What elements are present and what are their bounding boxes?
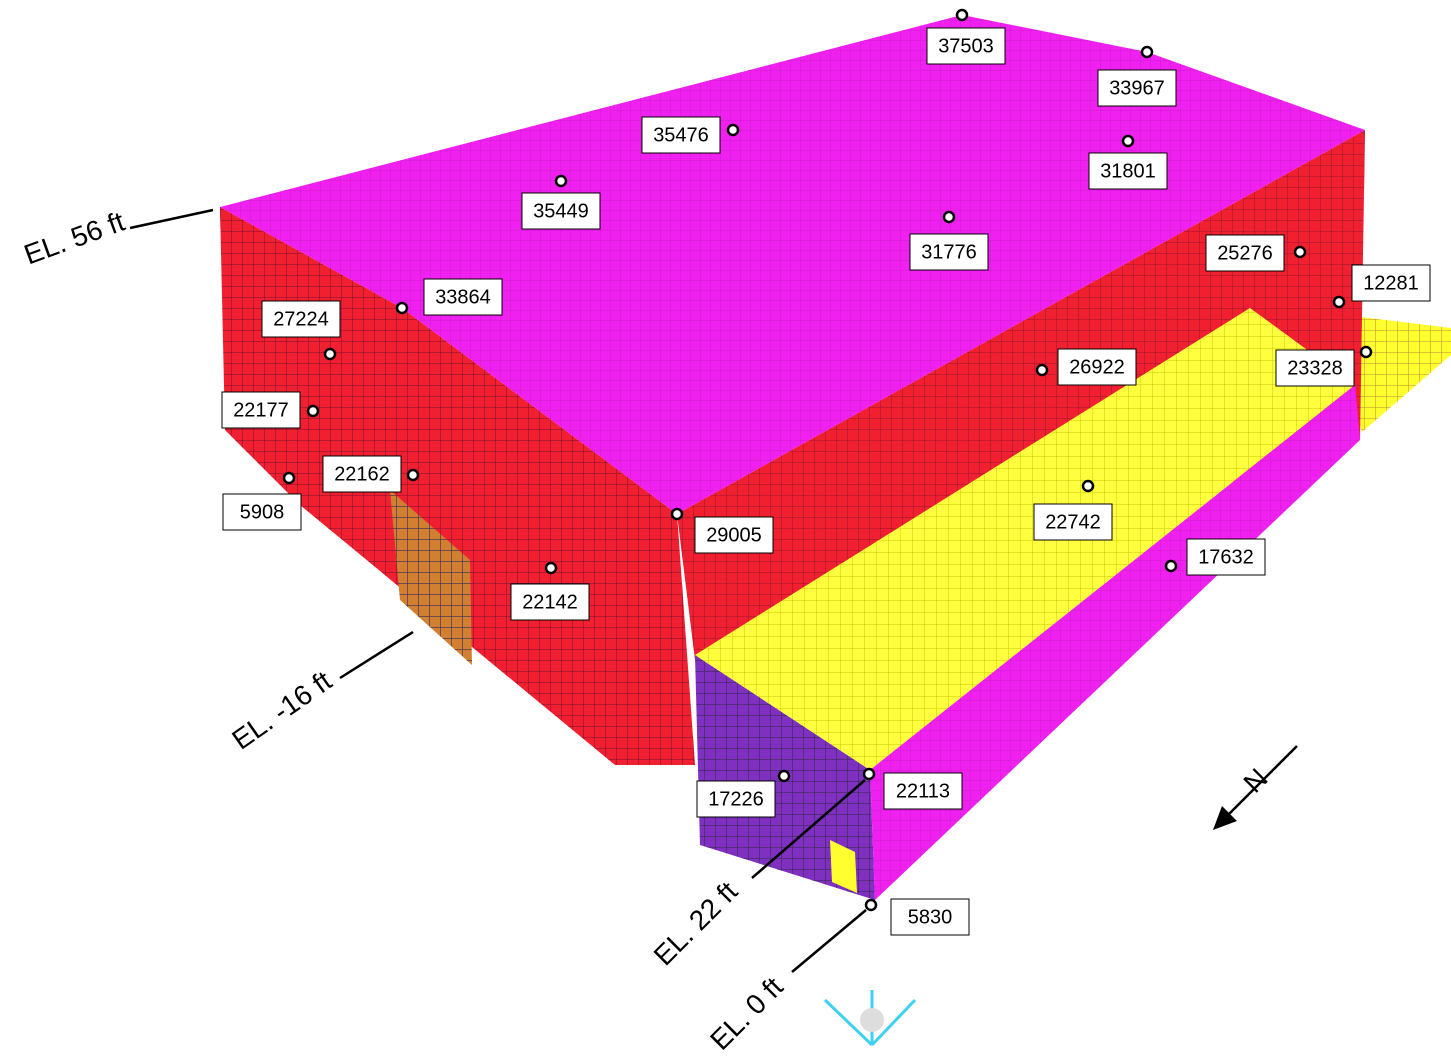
point-marker — [544, 561, 558, 575]
point-marker — [1081, 479, 1095, 493]
label-box — [510, 583, 590, 621]
point-label: 22742 — [1045, 511, 1101, 533]
elevation-label: EL. -16 ft — [226, 665, 337, 756]
point-label: 12281 — [1363, 272, 1419, 294]
point-marker — [726, 123, 740, 137]
label-box — [909, 233, 989, 271]
point-marker — [306, 404, 320, 418]
label-box — [1275, 349, 1355, 387]
point-marker — [1293, 245, 1307, 259]
point-marker — [862, 767, 876, 781]
north-label: N — [1237, 762, 1273, 798]
point-marker — [864, 898, 878, 912]
point-marker — [777, 769, 791, 783]
point-marker — [282, 471, 296, 485]
label-box — [926, 27, 1006, 65]
point-label: 22162 — [334, 463, 390, 485]
point-marker — [395, 301, 409, 315]
point-marker — [1332, 295, 1346, 309]
elevation-label: EL. 56 ft — [20, 206, 129, 271]
point-label: 17632 — [1198, 546, 1254, 568]
label-box — [1033, 503, 1113, 541]
point-marker — [1359, 345, 1373, 359]
label-box — [1088, 152, 1168, 190]
point-label: 5908 — [240, 501, 285, 523]
point-label: 25276 — [1217, 242, 1273, 264]
point-marker — [670, 507, 684, 521]
label-box — [322, 455, 402, 493]
label-box — [221, 391, 301, 429]
point-label: 33967 — [1109, 77, 1165, 99]
point-label: 37503 — [938, 35, 994, 57]
point-label: 23328 — [1287, 357, 1343, 379]
point-label: 17226 — [708, 788, 764, 810]
annex-door — [830, 840, 857, 893]
label-box — [1097, 69, 1177, 107]
point-marker — [942, 210, 956, 224]
point-label: 31776 — [921, 241, 977, 263]
elevation-label: EL. 0 ft — [704, 971, 789, 1056]
label-box — [222, 493, 302, 531]
elevation-markers — [129, 208, 1298, 973]
axis-triad — [823, 990, 917, 1047]
label-box — [423, 278, 503, 316]
label-box — [890, 898, 970, 936]
label-box — [1186, 538, 1266, 576]
label-box — [883, 772, 963, 810]
point-label: 22142 — [522, 591, 578, 613]
label-box — [1351, 264, 1431, 302]
label-box — [1057, 348, 1137, 386]
leader-line — [129, 208, 214, 230]
building — [220, 15, 1451, 900]
leader-line — [751, 779, 866, 879]
point-marker — [554, 174, 568, 188]
leader-line — [339, 630, 414, 680]
point-label: 31801 — [1100, 160, 1156, 182]
point-marker — [1035, 363, 1049, 377]
point-marker — [955, 8, 969, 22]
point-label: 22113 — [896, 780, 950, 802]
leader-line — [791, 909, 867, 973]
point-label: 27224 — [273, 308, 329, 330]
point-label: 5830 — [908, 906, 953, 928]
label-box — [1205, 234, 1285, 272]
label-box — [641, 116, 721, 154]
point-label: 26922 — [1069, 356, 1125, 378]
label-box — [696, 780, 776, 818]
north-arrow — [1227, 745, 1298, 816]
point-marker — [406, 468, 420, 482]
label-box — [694, 516, 774, 554]
point-labels: 37503 33967 35476 31801 35449 31776 25276 12281… — [221, 8, 1431, 936]
label-box — [261, 300, 341, 338]
point-label: 35449 — [533, 200, 589, 222]
point-marker — [1121, 134, 1135, 148]
point-marker — [1140, 45, 1154, 59]
point-marker — [323, 347, 337, 361]
point-label: 22177 — [233, 399, 289, 421]
point-marker — [1164, 559, 1178, 573]
elevation-label: EL. 22 ft — [648, 876, 744, 972]
point-label: 33864 — [435, 286, 491, 308]
north-arrowhead — [1213, 806, 1237, 830]
point-label: 29005 — [706, 524, 762, 546]
label-box — [521, 192, 601, 230]
point-label: 35476 — [653, 124, 709, 146]
